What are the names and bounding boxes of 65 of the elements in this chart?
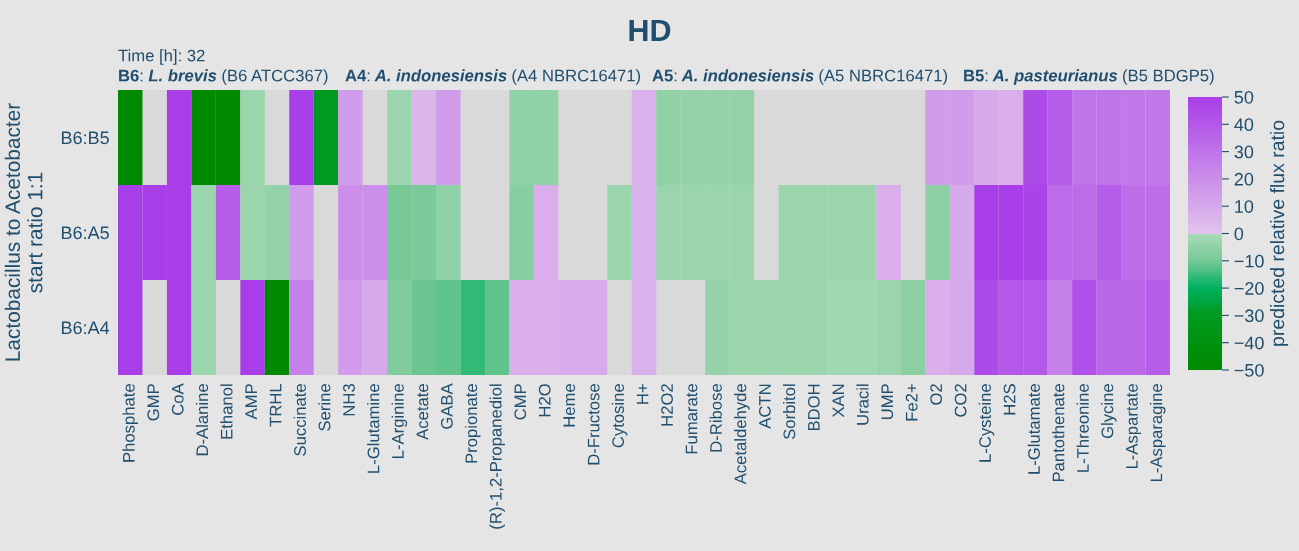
x-tick-label: XAN — [832, 384, 845, 418]
x-tick-label: Serine — [318, 384, 331, 431]
x-tick-label: D-Fructose — [587, 384, 600, 465]
color-bar-title: predicted relative flux ratio — [1269, 120, 1289, 346]
color-bar-label: 40 — [1234, 118, 1254, 132]
color-bar-label: 30 — [1234, 145, 1254, 159]
x-tick-label: Phosphate — [122, 384, 138, 462]
x-tick-label: L-Threonine — [1076, 384, 1089, 472]
x-tick-label: TRHL — [269, 383, 282, 427]
x-tick-label: Sorbitol — [783, 384, 796, 440]
y-tick-label: B6:A4 — [61, 321, 110, 335]
x-tick-label: Fe2+ — [905, 384, 918, 421]
color-bar-label: −10 — [1234, 254, 1264, 268]
x-tick-label: Heme — [563, 384, 576, 427]
x-tick-label: (R)-1,2-Propanediol — [489, 384, 505, 529]
x-tick-label: Ethanol — [220, 384, 233, 439]
color-bar-label: 0 — [1234, 227, 1244, 241]
color-bar-label: 50 — [1234, 90, 1254, 104]
text: A4: A. indonesiensis (A4 NBRC16471) — [345, 69, 641, 85]
color-bar-label: 20 — [1234, 172, 1254, 186]
x-tick-label: ACTN — [759, 384, 771, 429]
color-bar-label: −30 — [1234, 309, 1264, 323]
x-tick-label: NH3 — [343, 384, 355, 416]
x-tick-label: UMP — [881, 384, 894, 420]
x-tick-label: Acetate — [416, 384, 429, 440]
y-axis-title: Lactobacillus to Acetobacter start ratio 1:1 — [4, 103, 43, 361]
x-tick-label: CoA — [171, 383, 184, 415]
color-bar-label: −20 — [1234, 282, 1264, 295]
x-tick-label: AMP — [245, 384, 257, 420]
x-tick-label: Cytosine — [611, 384, 628, 448]
color-bar-label: −50 — [1234, 363, 1264, 377]
color-bar-label: −40 — [1234, 336, 1264, 350]
x-tick-label: L-Asparagine — [1150, 384, 1166, 482]
x-tick-label: CO2 — [954, 384, 967, 417]
x-tick-label: L-Glutamine — [367, 384, 380, 473]
x-tick-label: H2S — [1003, 384, 1016, 415]
x-tick-label: O2 — [930, 384, 943, 405]
x-tick-label: L-Glutamate — [1027, 384, 1040, 474]
text: A5: A. indonesiensis (A5 NBRC16471) — [652, 69, 948, 85]
x-tick-label: L-Aspartate — [1126, 384, 1142, 469]
x-tick-label: CMP — [514, 384, 527, 420]
x-tick-label: D-Ribose — [709, 384, 722, 452]
y-tick-label: B6:A5 — [61, 226, 109, 240]
x-tick-label: GMP — [147, 384, 160, 421]
x-tick-label: H2O2 — [661, 384, 673, 426]
x-tick-label: GABA — [440, 383, 453, 429]
y-tick-label: B6:B5 — [61, 131, 109, 145]
x-tick-label: Pantothenate — [1052, 384, 1065, 482]
color-bar-label: 10 — [1235, 200, 1254, 213]
x-tick-label: H2O — [538, 384, 551, 417]
x-tick-label: BDOH — [807, 384, 820, 431]
text: Time [h]: 32 — [118, 49, 205, 65]
text: B6: L. brevis (B6 ATCC367) — [119, 69, 328, 85]
chart-title: HD — [629, 19, 671, 41]
x-tick-label: L-Cysteine — [978, 384, 995, 462]
x-tick-label: D-Alanine — [195, 384, 209, 456]
x-tick-label: Uracil — [856, 384, 869, 425]
x-tick-label: Succinate — [293, 384, 306, 456]
x-tick-label: L-Arginine — [391, 384, 408, 458]
text: B5: A. pasteurianus (B5 BDGP5) — [964, 69, 1214, 85]
x-tick-label: Fumarate — [685, 384, 698, 454]
x-tick-label: Propionate — [464, 384, 481, 463]
x-tick-label: Acetaldehyde — [734, 384, 750, 485]
x-tick-label: Glycine — [1101, 384, 1117, 439]
x-tick-label: H+ — [636, 384, 649, 404]
